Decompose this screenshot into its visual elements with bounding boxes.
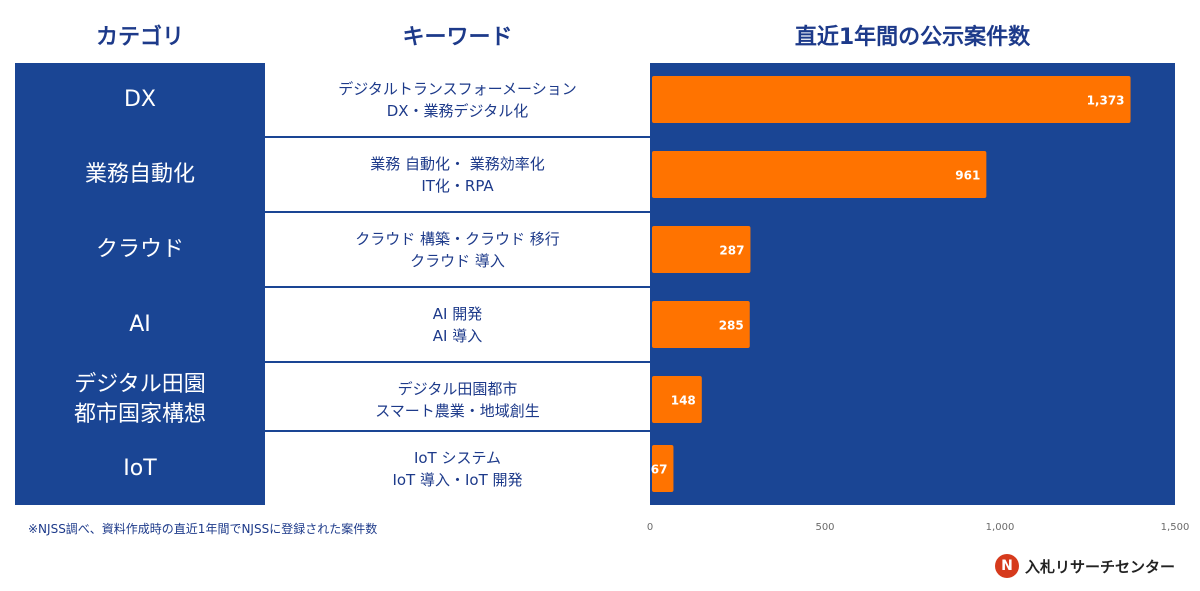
table-row: IoT IoT システム IoT 導入・IoT 開発 xyxy=(15,432,650,505)
logo-text: 入札リサーチセンター xyxy=(1025,557,1176,576)
bar xyxy=(652,301,750,348)
table-row: 業務自動化 業務 自動化・ 業務効率化 IT化・RPA xyxy=(15,138,650,211)
bar-value-label: 67 xyxy=(651,463,668,477)
keyword-line: AI 導入 xyxy=(432,326,483,345)
category-cell: クラウド xyxy=(15,213,265,286)
x-axis: 0 500 1,000 1,500 xyxy=(647,522,1190,533)
keyword-line: クラウド 構築・クラウド 移行 xyxy=(355,229,560,248)
row-divider xyxy=(15,286,650,288)
keyword-cell: 業務 自動化・ 業務効率化 IT化・RPA xyxy=(265,138,650,211)
keyword-line: AI 開発 xyxy=(432,304,483,323)
x-tick-label: 0 xyxy=(647,522,653,533)
keyword-line: デジタル田園都市 xyxy=(397,379,518,398)
category-cell: DX xyxy=(15,63,265,136)
keyword-cell: IoT システム IoT 導入・IoT 開発 xyxy=(265,432,650,505)
table-row: AI AI 開発 AI 導入 xyxy=(15,288,650,361)
bar-value-label: 1,373 xyxy=(1087,94,1125,108)
category-cell: AI xyxy=(15,288,265,361)
keyword-cell: クラウド 構築・クラウド 移行 クラウド 導入 xyxy=(265,213,650,286)
bar xyxy=(652,151,987,198)
category-cell: デジタル田園 都市国家構想 xyxy=(15,363,265,436)
keyword-line: IoT 導入・IoT 開発 xyxy=(392,470,523,489)
keyword-line: DX・業務デジタル化 xyxy=(386,101,529,120)
footnote: ※NJSS調べ、資料作成時の直近1年間でNJSSに登録された案件数 xyxy=(28,522,378,536)
row-divider xyxy=(15,136,650,138)
keyword-line: スマート農業・地域創生 xyxy=(375,401,540,420)
chart-area: 1,373 961 287 285 148 67 xyxy=(650,63,1175,505)
row-divider xyxy=(15,361,650,363)
keyword-cell: デジタル田園都市 スマート農業・地域創生 xyxy=(265,363,650,436)
x-tick-label: 1,500 xyxy=(1161,522,1190,533)
bar-value-label: 961 xyxy=(955,169,980,183)
keyword-line: クラウド 導入 xyxy=(410,251,505,270)
category-table: DX デジタルトランスフォーメーション DX・業務デジタル化 業務自動化 業務 … xyxy=(15,63,650,505)
row-divider xyxy=(15,211,650,213)
company-logo: N 入札リサーチセンター xyxy=(995,553,1175,579)
category-cell: 業務自動化 xyxy=(15,138,265,211)
keyword-cell: デジタルトランスフォーメーション DX・業務デジタル化 xyxy=(265,63,650,136)
keyword-line: 業務 自動化・ 業務効率化 xyxy=(370,154,545,173)
table-row: DX デジタルトランスフォーメーション DX・業務デジタル化 xyxy=(15,63,650,136)
bar xyxy=(652,376,702,423)
bar-chart: 1,373 961 287 285 148 67 xyxy=(651,76,1131,492)
x-tick-label: 1,000 xyxy=(986,522,1015,533)
keyword-line: IT化・RPA xyxy=(421,176,494,195)
x-tick-label: 500 xyxy=(815,522,834,533)
table-row: クラウド クラウド 構築・クラウド 移行 クラウド 導入 xyxy=(15,213,650,286)
bar xyxy=(652,445,674,492)
category-cell: IoT xyxy=(15,432,265,505)
header-count: 直近1年間の公示案件数 xyxy=(794,25,1031,50)
bar-value-label: 287 xyxy=(719,244,744,258)
header-keyword: キーワード xyxy=(402,25,513,50)
bar-value-label: 285 xyxy=(719,319,744,333)
logo-mark-icon: N xyxy=(995,554,1019,578)
bar xyxy=(652,226,751,273)
keyword-line: IoT システム xyxy=(413,448,502,467)
bar-value-label: 148 xyxy=(671,394,696,408)
keyword-cell: AI 開発 AI 導入 xyxy=(265,288,650,361)
row-divider xyxy=(15,430,650,432)
header-category: カテゴリ xyxy=(95,25,184,50)
keyword-line: デジタルトランスフォーメーション xyxy=(338,79,577,98)
bar xyxy=(652,76,1131,123)
table-row: デジタル田園 都市国家構想 デジタル田園都市 スマート農業・地域創生 xyxy=(15,363,650,436)
